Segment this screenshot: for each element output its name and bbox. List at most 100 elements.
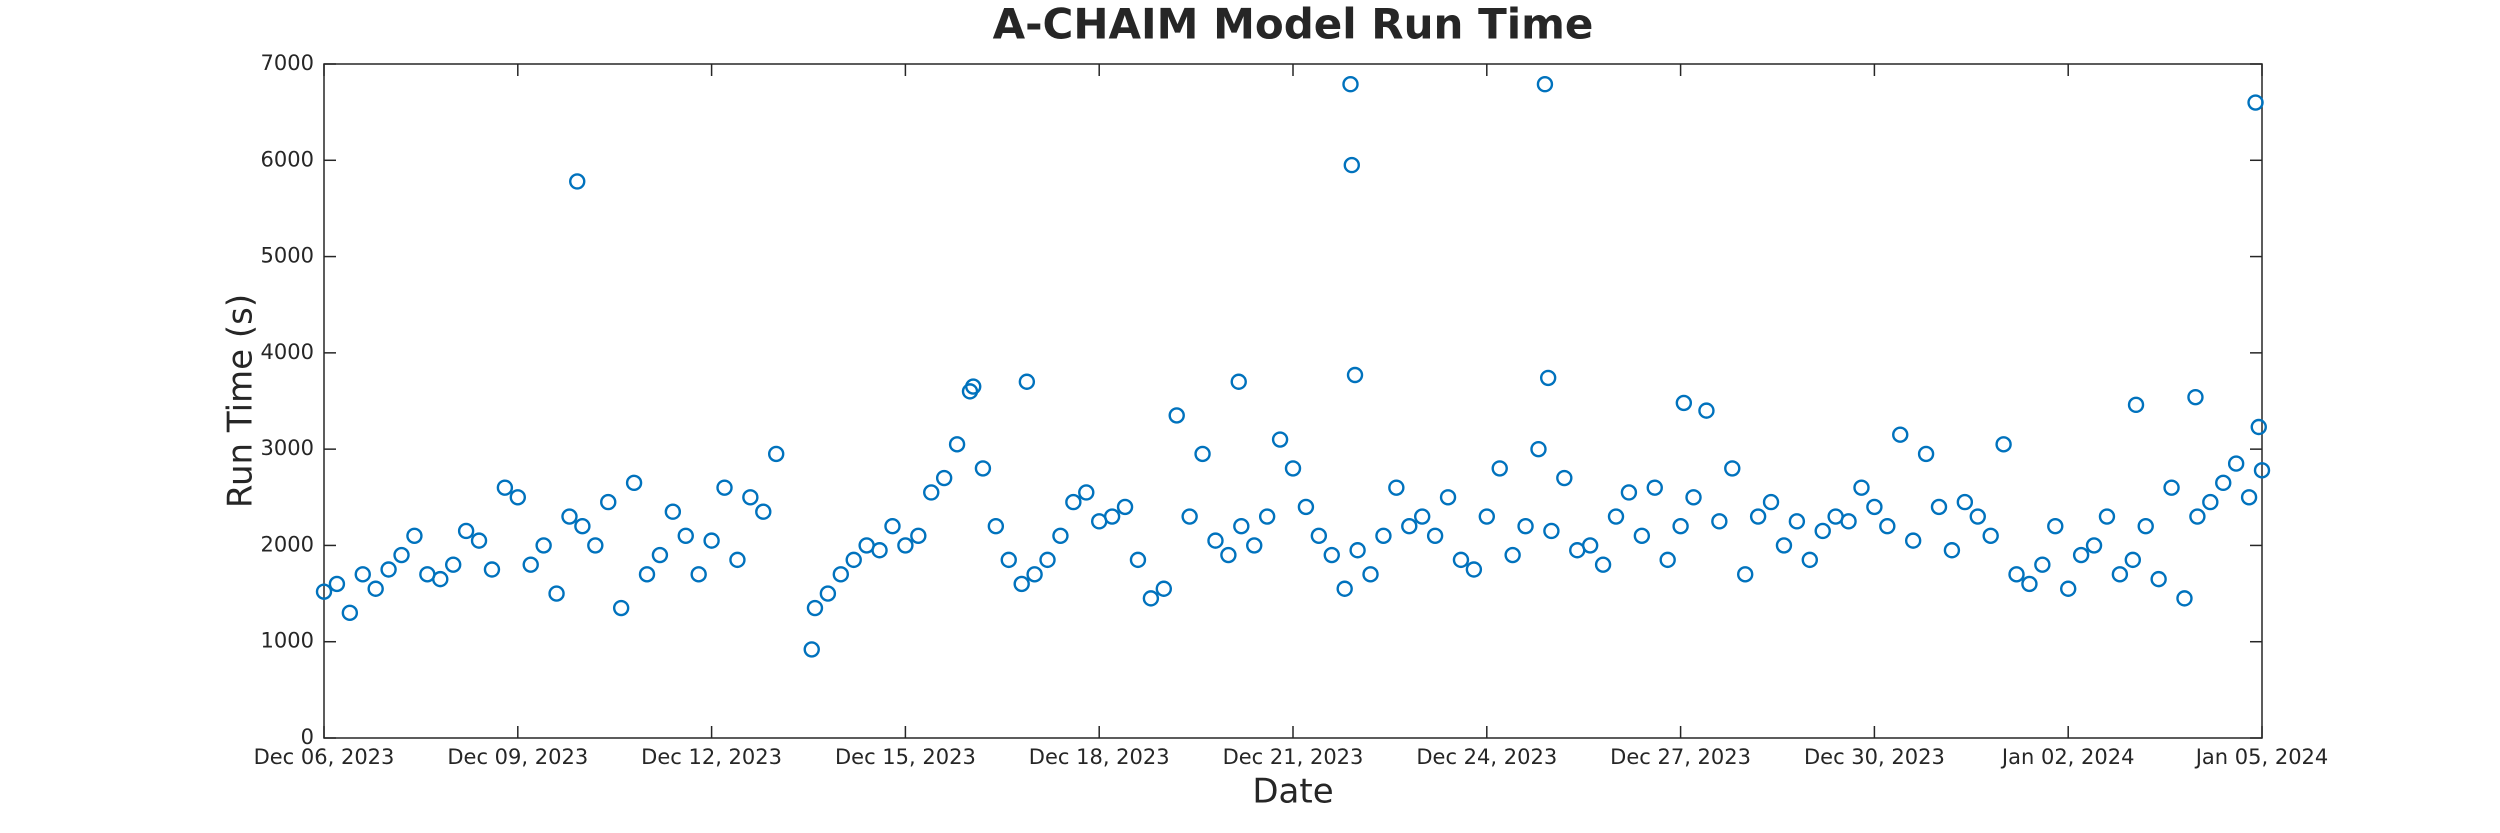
data-point xyxy=(948,436,966,453)
data-point xyxy=(1168,407,1185,424)
data-point xyxy=(1181,508,1198,525)
data-point xyxy=(742,489,759,506)
y-tick-label: 6000 xyxy=(261,147,314,171)
data-point xyxy=(1142,590,1160,607)
data-point xyxy=(1336,580,1353,597)
data-point xyxy=(651,546,669,564)
data-point xyxy=(2189,508,2206,525)
data-point xyxy=(1633,527,1651,544)
data-point xyxy=(664,503,682,520)
data-point xyxy=(1013,575,1030,593)
data-point xyxy=(587,537,604,554)
data-point xyxy=(1000,551,1017,569)
data-point xyxy=(1892,426,1909,443)
data-point xyxy=(923,484,940,501)
data-point xyxy=(1284,460,1302,477)
data-point xyxy=(1026,566,1043,583)
data-point xyxy=(2215,474,2232,492)
y-tick-label: 7000 xyxy=(261,51,314,75)
x-axis-label: Date xyxy=(1252,772,1333,812)
data-point xyxy=(1230,373,1247,390)
x-tick-label: Dec 06, 2023 xyxy=(254,745,395,769)
data-point xyxy=(2034,556,2051,573)
data-point xyxy=(1194,445,1211,463)
data-point xyxy=(1155,580,1173,597)
data-point xyxy=(1840,513,1857,530)
data-point xyxy=(2253,462,2271,479)
data-point xyxy=(1116,498,1134,516)
data-point xyxy=(1052,527,1069,544)
data-point xyxy=(1233,517,1250,535)
data-point xyxy=(2021,575,2038,593)
data-point xyxy=(1439,489,1457,506)
data-point xyxy=(1581,537,1599,554)
data-point xyxy=(1310,527,1328,544)
data-point xyxy=(483,561,501,578)
data-point xyxy=(1879,517,1896,535)
data-point xyxy=(1478,508,1496,525)
data-point xyxy=(2247,94,2264,111)
data-point xyxy=(1904,532,1922,549)
data-point xyxy=(1504,546,1521,564)
data-point xyxy=(910,527,927,544)
y-tick-label: 5000 xyxy=(261,244,314,268)
data-point xyxy=(569,173,586,190)
data-point xyxy=(341,604,359,622)
data-point xyxy=(1930,498,1948,516)
data-point xyxy=(574,517,591,535)
data-point xyxy=(2008,566,2025,583)
data-point xyxy=(1711,513,1728,530)
data-point xyxy=(1413,508,1431,525)
data-point xyxy=(1465,561,1483,578)
data-point xyxy=(1323,546,1340,564)
data-point xyxy=(380,561,397,578)
x-tick-label: Jan 05, 2024 xyxy=(2194,745,2329,769)
data-point xyxy=(496,479,514,496)
data-point xyxy=(2085,537,2103,554)
data-point xyxy=(935,469,953,487)
data-point xyxy=(1220,546,1237,564)
data-point xyxy=(1995,436,2012,453)
data-point xyxy=(2202,493,2219,511)
data-point xyxy=(1982,527,1999,544)
data-point xyxy=(755,503,772,520)
data-point xyxy=(1866,498,1883,516)
x-tick-label: Dec 21, 2023 xyxy=(1223,745,1364,769)
data-point xyxy=(1039,551,1056,569)
data-point xyxy=(1943,542,1961,559)
data-point xyxy=(1129,551,1147,569)
data-point xyxy=(509,489,526,506)
data-point xyxy=(2072,546,2090,564)
data-point xyxy=(2137,517,2154,535)
data-point xyxy=(1917,445,1935,463)
data-point xyxy=(803,641,820,658)
data-point xyxy=(2240,489,2258,506)
data-point xyxy=(328,575,346,593)
x-tick-label: Dec 09, 2023 xyxy=(447,745,588,769)
data-point xyxy=(1388,479,1405,496)
data-point xyxy=(1539,369,1557,387)
data-point xyxy=(612,599,630,617)
data-point xyxy=(1672,517,1689,535)
x-tick-label: Dec 30, 2023 xyxy=(1804,745,1945,769)
data-point xyxy=(1297,498,1315,516)
data-point xyxy=(432,570,449,588)
data-point xyxy=(393,546,410,564)
data-point xyxy=(987,517,1005,535)
data-point xyxy=(1349,542,1366,559)
data-point xyxy=(1646,479,1663,496)
data-point xyxy=(884,517,901,535)
data-point xyxy=(2111,566,2129,583)
data-point xyxy=(1594,556,1612,573)
data-point xyxy=(625,474,643,492)
data-point xyxy=(1956,493,1974,511)
data-point xyxy=(2187,388,2204,406)
data-point xyxy=(2124,551,2142,569)
data-point xyxy=(1724,460,1741,477)
data-point xyxy=(2047,517,2064,535)
x-tick-label: Dec 27, 2023 xyxy=(1610,745,1751,769)
chart-title: A-CHAIM Model Run Time xyxy=(993,0,1594,49)
data-point xyxy=(1103,508,1121,525)
data-point xyxy=(1620,484,1638,501)
